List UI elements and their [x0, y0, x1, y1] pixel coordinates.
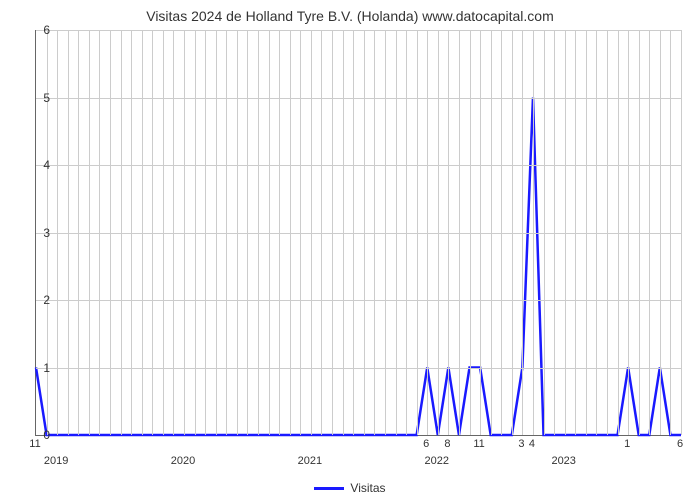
grid-line-h	[36, 30, 681, 31]
y-tick-label: 1	[30, 361, 50, 375]
y-tick-label: 5	[30, 91, 50, 105]
chart-container: Visitas 2024 de Holland Tyre B.V. (Holan…	[0, 0, 700, 500]
x-tick-label-year: 2023	[551, 455, 575, 467]
y-tick-label: 2	[30, 293, 50, 307]
grid-line-h	[36, 98, 681, 99]
x-tick-label-year: 2022	[425, 455, 449, 467]
grid-line-v	[681, 30, 682, 435]
legend-label: Visitas	[350, 481, 385, 495]
grid-line-h	[36, 165, 681, 166]
x-tick-label-month: 1	[624, 438, 630, 450]
data-line	[36, 98, 681, 436]
grid-line-h	[36, 368, 681, 369]
y-tick-label: 6	[30, 23, 50, 37]
grid-line-h	[36, 233, 681, 234]
x-tick-label-year: 2019	[44, 455, 68, 467]
y-tick-label: 3	[30, 226, 50, 240]
x-tick-label-month: 6	[423, 438, 429, 450]
plot-area	[35, 30, 681, 436]
x-tick-label-month: 4	[529, 438, 535, 450]
y-tick-label: 4	[30, 158, 50, 172]
x-tick-label-month: 6	[677, 438, 683, 450]
x-tick-label-year: 2020	[171, 455, 195, 467]
x-tick-label-month: 8	[444, 438, 450, 450]
x-tick-label-year: 2021	[298, 455, 322, 467]
x-tick-label-month: 3	[518, 438, 524, 450]
chart-title: Visitas 2024 de Holland Tyre B.V. (Holan…	[0, 8, 700, 24]
legend: Visitas	[0, 481, 700, 495]
x-tick-label-month: 11	[29, 438, 40, 450]
x-tick-label-month: 11	[473, 438, 484, 450]
legend-swatch	[314, 487, 344, 490]
grid-line-h	[36, 300, 681, 301]
